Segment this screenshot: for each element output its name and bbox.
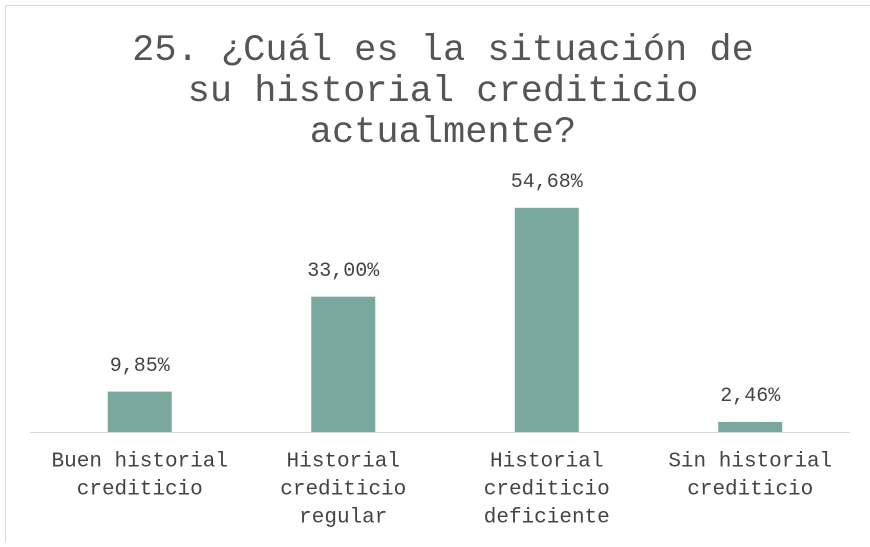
chart-title: 25. ¿Cuál es la situación de bbox=[132, 30, 754, 72]
x-tick-label: crediticio bbox=[687, 479, 813, 502]
chart-title: actualmente? bbox=[310, 112, 576, 154]
data-label: 33,00% bbox=[307, 260, 380, 283]
chart-title: su historial crediticio bbox=[188, 71, 699, 113]
x-tick-label: deficiente bbox=[484, 507, 610, 530]
bar bbox=[515, 208, 579, 432]
x-tick-label: Sin historial bbox=[668, 451, 832, 474]
x-tick-label: Historial bbox=[490, 451, 603, 474]
data-label: 54,68% bbox=[511, 171, 584, 194]
bar bbox=[108, 392, 172, 432]
data-label: 2,46% bbox=[720, 385, 781, 408]
x-tick-label: Historial bbox=[287, 451, 400, 474]
x-tick-label: crediticio bbox=[77, 479, 203, 502]
bar bbox=[718, 422, 782, 432]
data-label: 9,85% bbox=[110, 355, 171, 378]
x-tick-label: Buen historial bbox=[52, 451, 228, 474]
x-tick-label: crediticio bbox=[484, 479, 610, 502]
x-tick-label: crediticio bbox=[280, 479, 406, 502]
x-tick-label: regular bbox=[299, 507, 387, 530]
bar bbox=[311, 297, 375, 432]
